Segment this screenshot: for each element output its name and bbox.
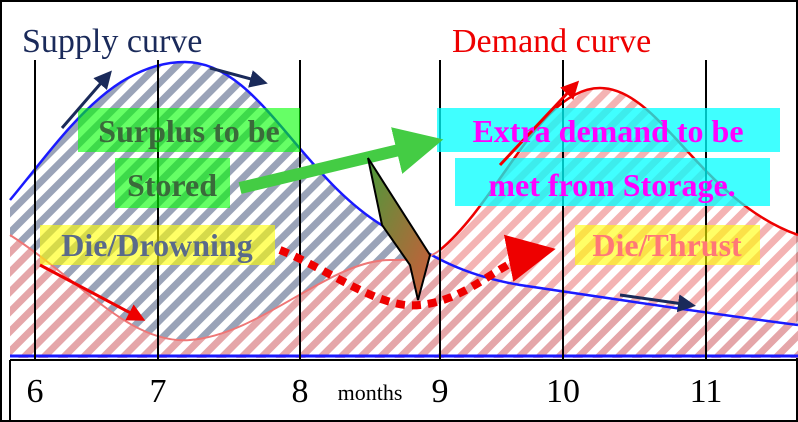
tick-label: 10	[546, 373, 580, 410]
axis-unit: months	[338, 380, 403, 405]
supply-label: Supply curve	[22, 23, 202, 60]
note: Die/Thrust	[592, 227, 742, 263]
tick-label: 8	[292, 373, 309, 410]
tick-label: 9	[432, 373, 449, 410]
demand-label: Demand curve	[452, 23, 651, 60]
note: Die/Drowning	[61, 227, 252, 263]
note: Surplus to be	[98, 113, 279, 149]
tick-label: 11	[690, 373, 723, 410]
tick-label: 6	[27, 373, 44, 410]
note: met from Storage.	[488, 167, 735, 203]
tick-label: 7	[150, 373, 167, 410]
note: Stored	[127, 167, 217, 203]
note: Extra demand to be	[472, 113, 743, 149]
diagram: Supply curve Demand curve Surplus to be …	[0, 0, 798, 422]
